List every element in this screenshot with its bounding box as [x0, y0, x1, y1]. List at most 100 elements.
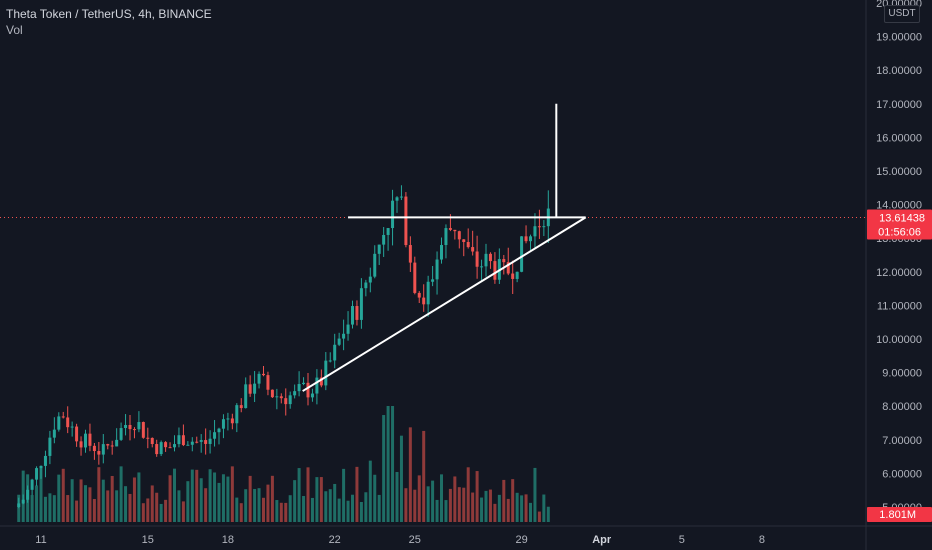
- candle-body: [181, 435, 185, 446]
- last-volume-value: 1.801M: [879, 509, 916, 521]
- volume-bar: [75, 500, 79, 522]
- volume-bar: [529, 502, 532, 522]
- volume-bar: [288, 495, 292, 522]
- candle-body: [217, 428, 221, 433]
- volume-bar: [484, 490, 488, 522]
- volume-bar: [399, 435, 403, 522]
- volume-bar: [497, 494, 501, 522]
- volume-bar: [35, 485, 39, 522]
- volume-bar: [440, 474, 443, 522]
- x-tick-label: 8: [759, 534, 765, 546]
- candle-body: [248, 384, 252, 394]
- x-tick-label: Apr: [592, 534, 612, 546]
- volume-bar: [70, 479, 74, 522]
- volume-bar: [475, 471, 479, 522]
- candle-body: [373, 253, 377, 277]
- volume-bar: [502, 479, 506, 522]
- support-trendline: [302, 216, 587, 392]
- candle-body: [244, 384, 248, 409]
- volume-bar: [359, 502, 363, 522]
- volume-bar: [262, 497, 265, 522]
- volume-bar: [315, 477, 319, 522]
- x-tick-label: 18: [222, 534, 234, 546]
- volume-bar: [324, 491, 328, 522]
- candle-body: [377, 244, 381, 254]
- volume-bar: [542, 494, 546, 522]
- candle-body: [408, 245, 412, 263]
- candle-body: [529, 236, 532, 242]
- volume-bar: [382, 415, 386, 522]
- candle-body: [480, 266, 484, 268]
- volume-bar: [190, 469, 194, 522]
- candle-body: [333, 344, 337, 361]
- volume-bar: [297, 468, 301, 522]
- candle-body: [159, 442, 163, 455]
- volume-bar: [97, 467, 101, 522]
- volume-bar: [101, 479, 105, 522]
- volume-bar: [333, 483, 337, 522]
- candle-body: [324, 360, 328, 386]
- candle-body: [230, 418, 234, 424]
- candle-body: [306, 382, 310, 398]
- candle-body: [221, 419, 225, 429]
- candle-body: [395, 197, 399, 201]
- volume-bar: [511, 479, 515, 522]
- volume-bar: [195, 469, 199, 522]
- volume-bar: [319, 477, 323, 522]
- candle-body: [435, 259, 439, 280]
- volume-bar: [124, 486, 128, 522]
- x-tick-label: 5: [679, 534, 685, 546]
- volume-bar: [373, 474, 377, 522]
- volume-bar: [226, 476, 230, 522]
- candle-body: [440, 245, 443, 260]
- candle-body: [315, 377, 319, 394]
- last-price-value: 13.61438: [879, 213, 925, 225]
- volume-bar: [106, 490, 110, 522]
- candle-body: [190, 441, 194, 445]
- candle-body: [275, 396, 279, 398]
- candle-body: [475, 251, 479, 267]
- candle-body: [537, 226, 541, 228]
- volume-bar: [79, 479, 83, 522]
- candle-body: [66, 417, 70, 428]
- volume-bar: [239, 503, 243, 522]
- candle-body: [466, 242, 470, 248]
- candle-body: [288, 395, 292, 405]
- volume-bar: [150, 485, 154, 522]
- volume-bar: [177, 490, 181, 522]
- currency-label[interactable]: USDT: [884, 5, 920, 23]
- volume-bar: [368, 460, 372, 522]
- candle-body: [195, 441, 199, 443]
- candle-body: [101, 444, 105, 455]
- candle-layer: [17, 185, 550, 509]
- x-tick-label: 29: [515, 534, 527, 546]
- volume-bar: [141, 503, 145, 522]
- volume-bar: [422, 430, 426, 522]
- price-axis: 5.000006.000007.000008.000009.0000010.00…: [865, 0, 932, 550]
- candle-body: [457, 231, 461, 240]
- candle-body: [239, 405, 243, 409]
- volume-bar: [444, 500, 448, 522]
- volume-bar: [155, 492, 159, 522]
- candle-body: [270, 389, 274, 398]
- volume-bar: [520, 495, 524, 522]
- candle-body: [84, 433, 87, 448]
- volume-bar: [426, 486, 430, 522]
- volume-bar: [164, 499, 168, 522]
- y-tick-label: 7.00000: [882, 435, 922, 447]
- candle-body: [346, 324, 350, 334]
- candle-body: [471, 247, 475, 252]
- volume-bar: [119, 466, 123, 522]
- candle-body: [168, 447, 172, 449]
- x-tick-label: 11: [35, 534, 46, 546]
- volume-bar: [39, 467, 43, 522]
- y-tick-label: 10.00000: [876, 334, 922, 346]
- candle-body: [61, 416, 65, 418]
- candle-body: [110, 445, 114, 447]
- volume-bar: [110, 475, 114, 522]
- volume-bar: [284, 502, 288, 522]
- candle-body: [26, 489, 30, 500]
- volume-bar: [186, 481, 190, 522]
- volume-bar: [17, 494, 21, 522]
